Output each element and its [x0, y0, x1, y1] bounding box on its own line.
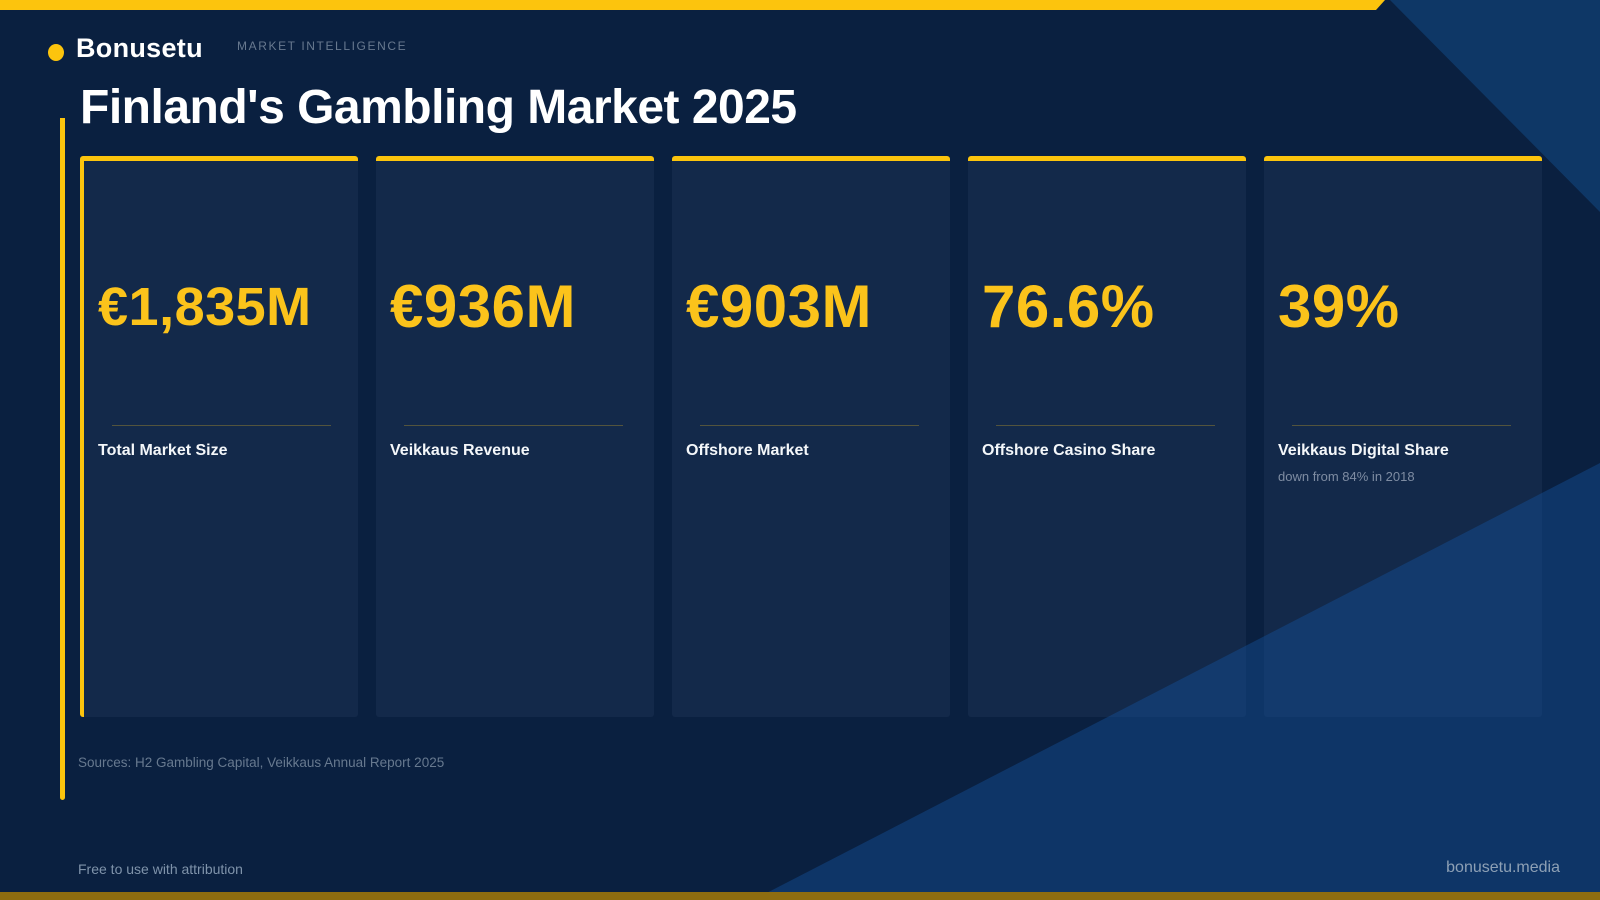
- brand-tagline: MARKET INTELLIGENCE: [237, 39, 408, 53]
- brand-name: Bonusetu: [76, 33, 203, 63]
- stat-label: Total Market Size: [98, 442, 228, 459]
- stat-value: €936M: [390, 273, 576, 340]
- stat-divider: [996, 425, 1215, 426]
- stat-divider: [404, 425, 623, 426]
- stat-card-offshore-casino-share: 76.6% Offshore Casino Share: [968, 156, 1246, 717]
- stat-card-row: €1,835M Total Market Size €936M Veikkaus…: [80, 156, 1542, 717]
- brand-dot-icon: [48, 44, 64, 61]
- stat-divider: [700, 425, 919, 426]
- footer-attribution-text: Free to use with attribution: [78, 861, 243, 877]
- page-title: Finland's Gambling Market 2025: [80, 81, 797, 134]
- stat-card-veikkaus-digital-share: 39% Veikkaus Digital Share down from 84%…: [1264, 156, 1542, 717]
- stat-note: down from 84% in 2018: [1278, 469, 1415, 484]
- stat-value: €1,835M: [98, 277, 312, 337]
- stat-label: Offshore Casino Share: [982, 442, 1156, 459]
- stat-divider: [112, 425, 331, 426]
- sources-text: Sources: H2 Gambling Capital, Veikkaus A…: [78, 755, 445, 770]
- bottom-accent-bar: [0, 892, 1600, 900]
- footer-site-text: bonusetu.media: [1446, 859, 1560, 876]
- stat-value: 76.6%: [982, 273, 1155, 340]
- stat-value: 39%: [1278, 273, 1400, 340]
- stat-label: Veikkaus Revenue: [390, 442, 530, 459]
- stat-card-offshore-market: €903M Offshore Market: [672, 156, 950, 717]
- stat-label: Veikkaus Digital Share: [1278, 442, 1449, 459]
- stat-card-total-market: €1,835M Total Market Size: [80, 156, 358, 717]
- stat-label: Offshore Market: [686, 442, 809, 459]
- stat-value: €903M: [686, 273, 872, 340]
- stat-card-veikkaus-revenue: €936M Veikkaus Revenue: [376, 156, 654, 717]
- stat-divider: [1292, 425, 1511, 426]
- left-accent-line: [60, 118, 65, 800]
- top-accent-bar: [0, 0, 1385, 10]
